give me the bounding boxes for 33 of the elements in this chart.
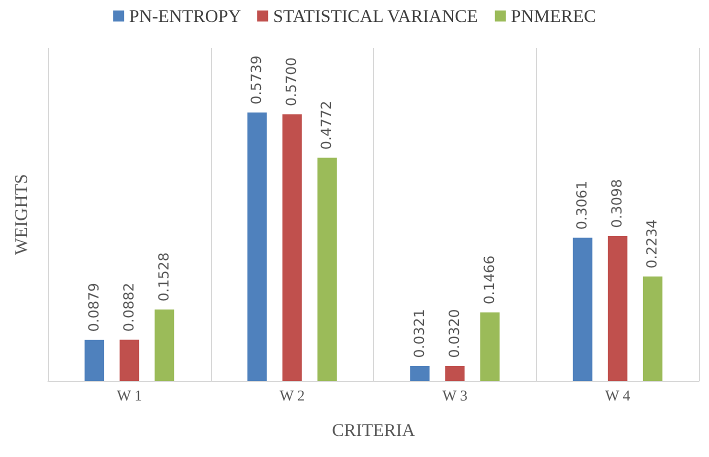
data-label: 0.2234 xyxy=(644,219,661,268)
bar xyxy=(317,158,337,381)
legend-label: PN-ENTROPY xyxy=(129,6,242,26)
x-tick-label: W 1 xyxy=(116,388,142,404)
data-label: 0.0882 xyxy=(121,282,138,332)
data-label: 0.5700 xyxy=(284,57,300,106)
legend-label: STATISTICAL VARIANCE xyxy=(273,6,478,26)
data-label: 0.5739 xyxy=(249,55,266,104)
bar xyxy=(120,340,140,381)
bar xyxy=(282,114,302,381)
bar xyxy=(84,340,104,381)
data-label: 0.1466 xyxy=(482,255,498,304)
bar xyxy=(480,312,500,381)
bar xyxy=(642,276,662,381)
data-label: 0.0879 xyxy=(86,282,102,332)
data-label: 0.1528 xyxy=(156,252,172,302)
x-axis-title: CRITERIA xyxy=(332,420,415,440)
bar xyxy=(572,238,592,381)
bar xyxy=(154,310,174,381)
y-axis-title: WEIGHTS xyxy=(11,174,31,255)
bar xyxy=(608,236,628,381)
x-tick-label: W 4 xyxy=(605,388,631,404)
data-label: 0.0321 xyxy=(412,308,428,358)
data-label: 0.3098 xyxy=(610,179,626,228)
bar xyxy=(410,366,430,381)
data-label: 0.3061 xyxy=(574,180,591,230)
data-label: 0.0320 xyxy=(446,309,463,358)
x-tick-label: W 2 xyxy=(280,388,305,404)
data-label: 0.4772 xyxy=(319,100,336,150)
x-tick-label: W 3 xyxy=(442,388,468,404)
bar xyxy=(445,366,465,381)
bar xyxy=(247,112,267,381)
legend-label: PNMEREC xyxy=(510,6,596,26)
